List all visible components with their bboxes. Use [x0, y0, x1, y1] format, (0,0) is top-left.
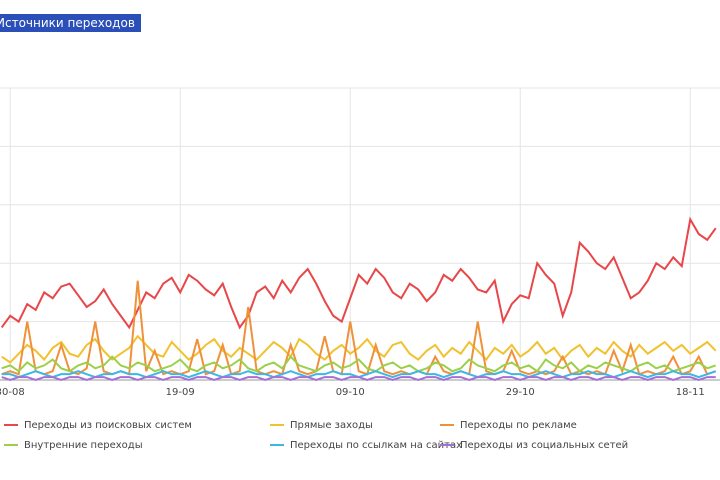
x-tick-label: 19-09: [166, 387, 195, 398]
legend-label: Переходы по рекламе: [460, 420, 577, 431]
x-tick-label: 30-08: [0, 387, 25, 398]
series-line: [1, 376, 716, 382]
x-tick-label: 29-10: [506, 387, 535, 398]
series-line: [1, 334, 717, 364]
x-tick-label: 09-10: [336, 387, 365, 398]
legend-label: Внутренние переходы: [24, 440, 143, 451]
legend-label: Переходы из поисковых систем: [24, 420, 192, 431]
legend-label: Прямые заходы: [290, 420, 373, 431]
x-tick-label: 18-11: [676, 387, 705, 398]
series-line: [1, 355, 717, 373]
chart-title: Источники переходов: [0, 14, 141, 32]
legend-label: Переходы из социальных сетей: [460, 440, 628, 451]
series-line: [0, 216, 717, 330]
legend-label: Переходы по ссылкам на сайтах: [290, 440, 462, 451]
